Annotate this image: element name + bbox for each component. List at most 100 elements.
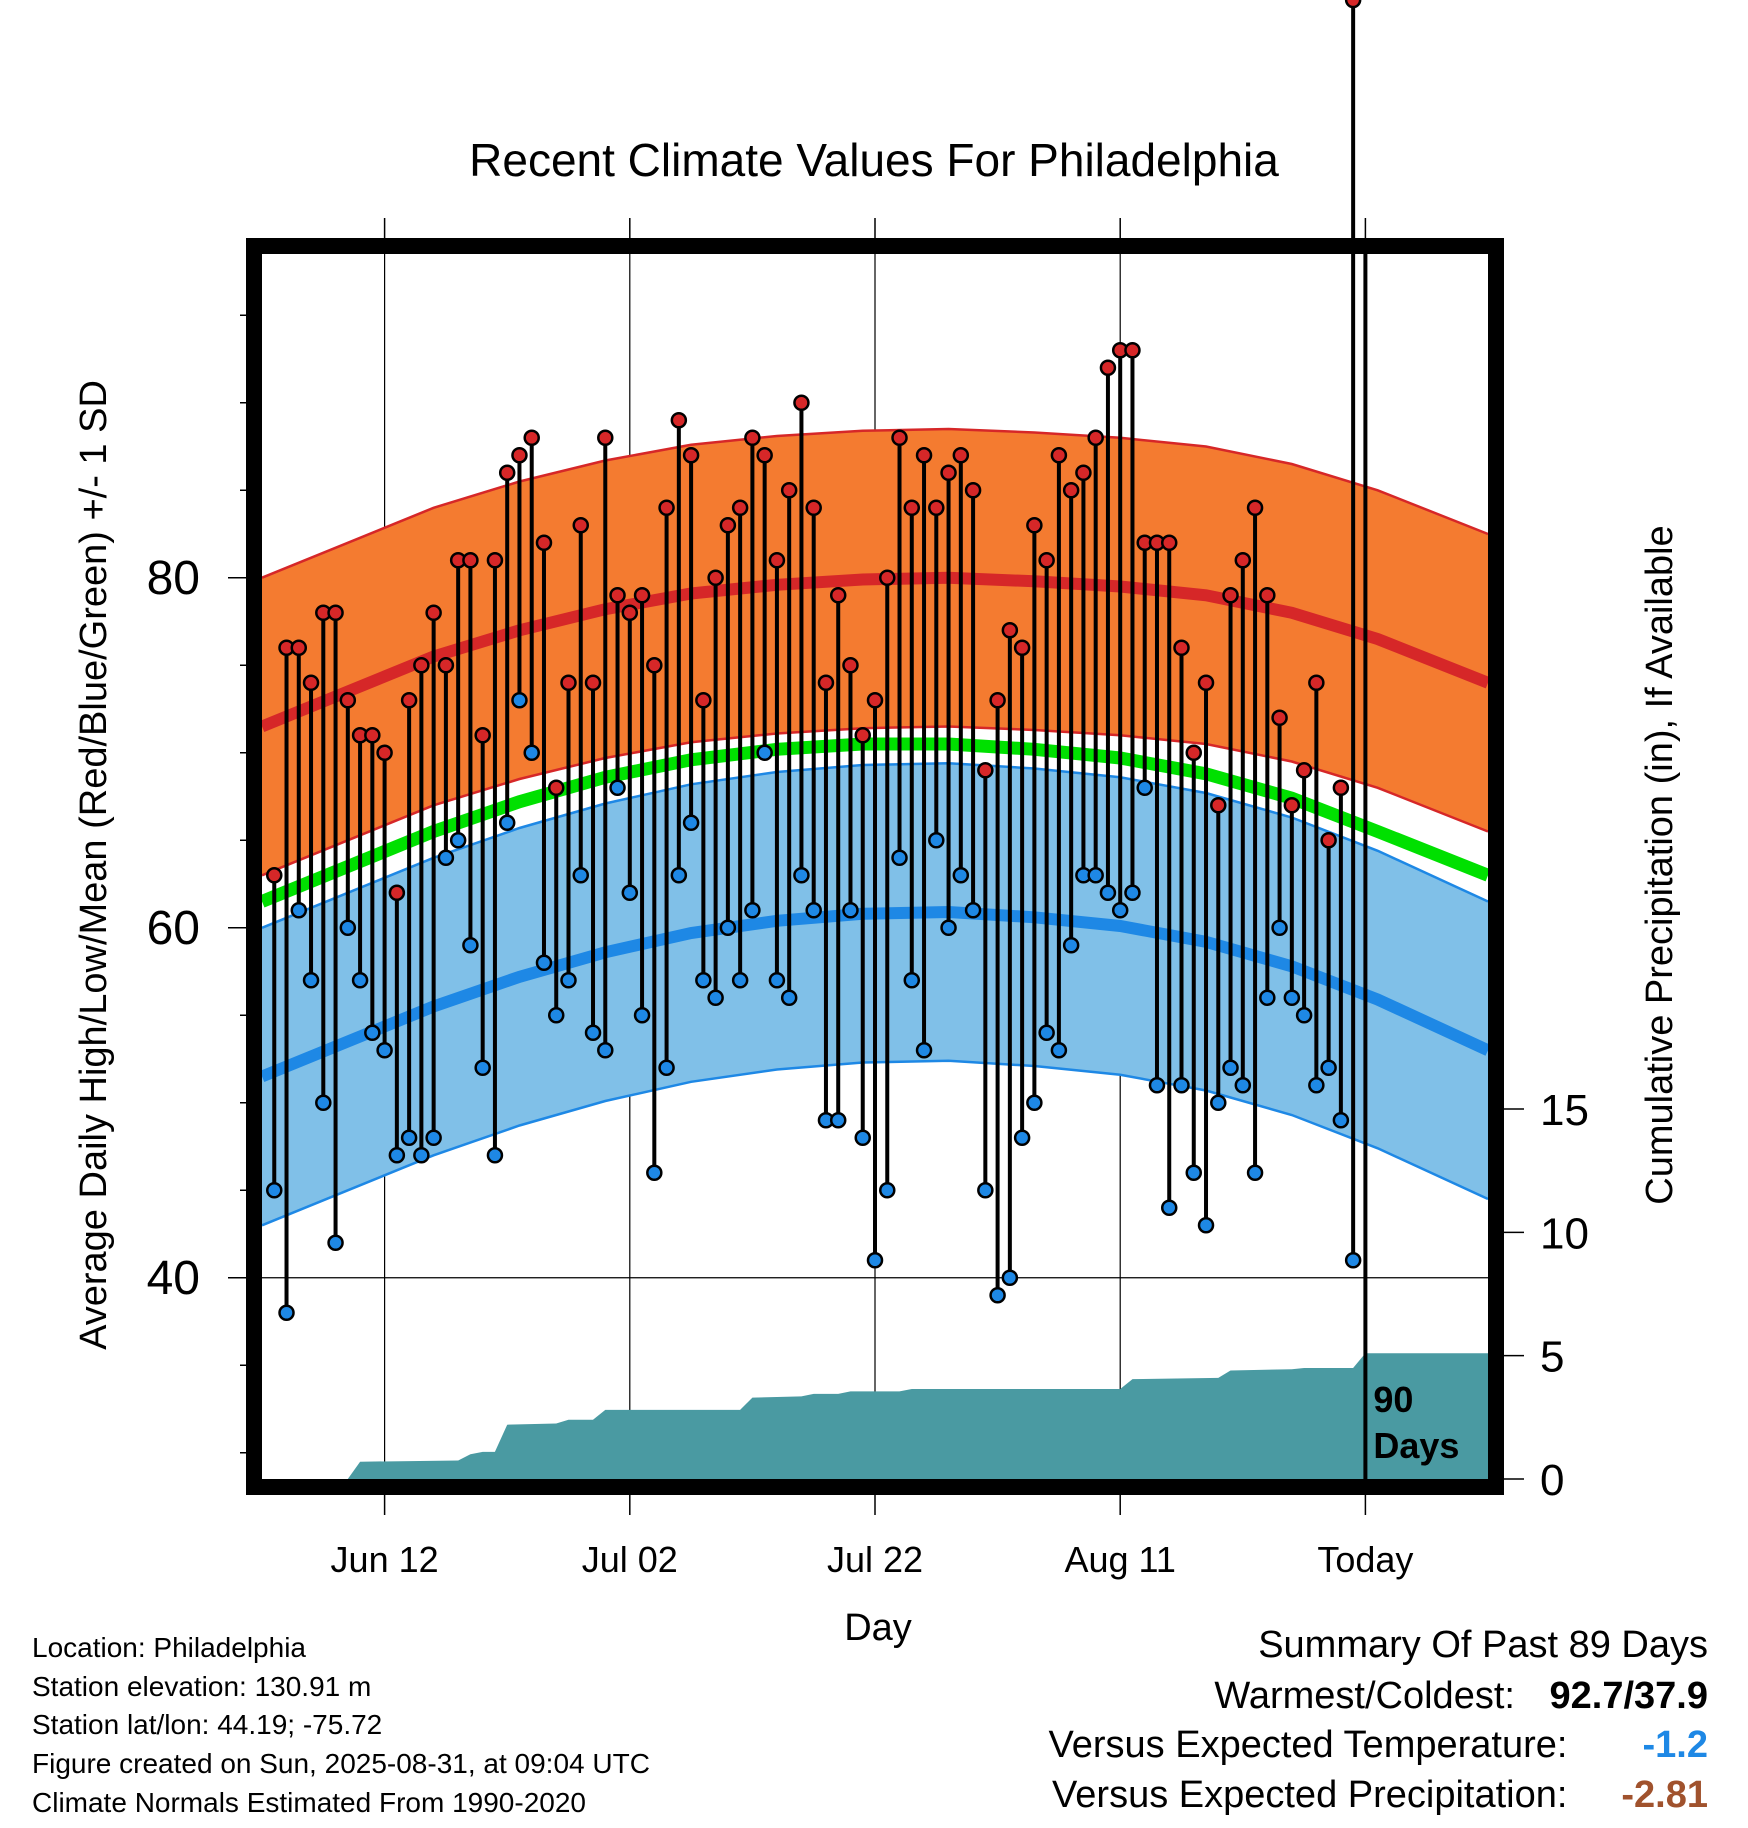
daily-low-point xyxy=(1124,884,1141,901)
daily-low-point xyxy=(1320,1059,1337,1076)
daily-high-point xyxy=(560,674,577,691)
daily-low-point xyxy=(658,1059,675,1076)
daily-high-point xyxy=(1038,552,1055,569)
daily-low-point xyxy=(1173,1077,1190,1094)
y-tick-label: 60 xyxy=(147,902,200,955)
daily-low-point xyxy=(1001,1269,1019,1286)
x-tick-label: Jul 02 xyxy=(582,1539,678,1580)
daily-high-point xyxy=(719,517,737,534)
daily-high-point xyxy=(339,692,357,709)
daily-low-point xyxy=(1087,867,1104,884)
daily-low-point xyxy=(1099,884,1117,901)
daily-low-point xyxy=(339,919,357,936)
daily-high-point xyxy=(364,727,381,744)
daily-high-point xyxy=(1001,622,1019,639)
daily-low-point xyxy=(327,1234,344,1251)
daily-low-point xyxy=(413,1147,430,1164)
x-tick-label: Today xyxy=(1317,1539,1413,1580)
daily-high-point xyxy=(891,429,908,446)
daily-high-point xyxy=(327,604,344,621)
daily-high-point xyxy=(1246,499,1264,516)
daily-low-point xyxy=(1111,902,1129,919)
y-tick-label: 40 xyxy=(147,1252,200,1305)
daily-high-point xyxy=(486,552,504,569)
daily-high-point xyxy=(266,867,283,884)
daily-low-point xyxy=(682,814,700,831)
chart-title: Recent Climate Values For Philadelphia xyxy=(469,134,1279,186)
daily-high-point xyxy=(1050,447,1068,464)
daily-low-point xyxy=(364,1024,381,1041)
daily-low-point xyxy=(498,814,516,831)
daily-high-point xyxy=(462,552,479,569)
daily-low-point xyxy=(1283,989,1301,1006)
daily-high-point xyxy=(1259,587,1276,604)
daily-low-point xyxy=(462,937,479,954)
daily-high-point xyxy=(1099,359,1117,376)
summary-heading: Summary Of Past 89 Days xyxy=(1258,1624,1708,1666)
y-axis-label: Average Daily High/Low/Mean (Red/Blue/Gr… xyxy=(73,380,115,1350)
daily-high-point xyxy=(768,552,786,569)
daily-high-point xyxy=(866,692,884,709)
x-tick-label: Jun 12 xyxy=(331,1539,439,1580)
daily-high-point xyxy=(879,569,896,586)
daily-low-point xyxy=(609,779,626,796)
daily-high-point xyxy=(805,499,822,516)
daily-high-point xyxy=(1124,342,1141,359)
daily-high-point xyxy=(609,587,626,604)
daily-low-point xyxy=(302,972,320,989)
daily-low-point xyxy=(572,867,590,884)
daily-high-point xyxy=(523,429,540,446)
daily-low-point xyxy=(842,902,859,919)
daily-low-point xyxy=(780,989,798,1006)
daily-high-point xyxy=(989,692,1006,709)
daily-high-point xyxy=(584,674,602,691)
daily-high-point xyxy=(1075,464,1092,481)
daily-low-point xyxy=(891,849,908,866)
daily-low-point xyxy=(854,1129,871,1146)
daily-low-point xyxy=(646,1164,663,1181)
daily-low-point xyxy=(768,972,786,989)
daily-high-point xyxy=(1160,534,1178,551)
daily-low-point xyxy=(989,1287,1006,1304)
daily-low-point xyxy=(915,1042,933,1059)
daily-low-point xyxy=(290,902,308,919)
daily-low-point xyxy=(1062,937,1080,954)
daily-high-point xyxy=(780,482,798,499)
daily-low-point xyxy=(744,902,761,919)
daily-low-point xyxy=(1295,1007,1313,1024)
daily-low-point xyxy=(1013,1129,1031,1146)
daily-low-point xyxy=(351,972,369,989)
daily-high-point xyxy=(437,657,455,674)
summary-precip-row: Versus Expected Precipitation: -2.81 xyxy=(1052,1774,1708,1817)
daily-low-point xyxy=(1332,1112,1350,1129)
daily-low-point xyxy=(1210,1094,1227,1111)
today-marker-label: 90 xyxy=(1373,1379,1413,1420)
daily-high-point xyxy=(1210,797,1227,814)
daily-high-point xyxy=(290,639,308,656)
daily-low-point xyxy=(670,867,688,884)
normal-high-line xyxy=(259,571,1491,733)
daily-high-point xyxy=(940,464,957,481)
daily-high-point xyxy=(1234,552,1252,569)
footer-normals: Climate Normals Estimated From 1990-2020 xyxy=(32,1787,586,1818)
summary-warmest-row: Warmest/Coldest: 92.7/37.9 xyxy=(1214,1675,1708,1718)
x-tick-label: Jul 22 xyxy=(827,1539,923,1580)
daily-high-point xyxy=(842,657,859,674)
daily-high-point xyxy=(1197,674,1215,691)
daily-low-point xyxy=(1038,1024,1055,1041)
daily-high-point xyxy=(964,482,982,499)
daily-low-point xyxy=(388,1147,406,1164)
daily-high-point xyxy=(915,447,933,464)
daily-high-point xyxy=(633,587,651,604)
daily-high-point xyxy=(388,884,406,901)
daily-high-point xyxy=(1283,797,1301,814)
daily-low-point xyxy=(1148,1077,1166,1094)
daily-low-point xyxy=(940,919,957,936)
precip-area xyxy=(262,1353,1488,1479)
daily-low-point xyxy=(1308,1077,1325,1094)
daily-low-point xyxy=(793,867,810,884)
daily-high-point xyxy=(621,604,639,621)
y2-tick-label: 0 xyxy=(1540,1456,1564,1505)
daily-low-point xyxy=(535,954,553,971)
